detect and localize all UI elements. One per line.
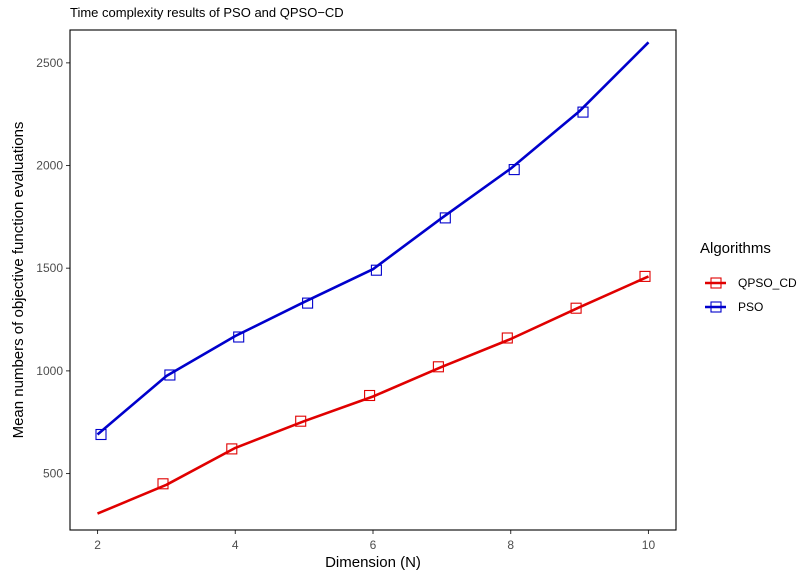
x-tick-label: 10 — [642, 538, 656, 552]
chart-title: Time complexity results of PSO and QPSO−… — [70, 5, 344, 20]
data-point-pso — [164, 369, 176, 381]
y-tick-label: 1000 — [36, 364, 63, 378]
data-point-pso — [439, 212, 451, 224]
plot-panel-border — [69, 29, 677, 531]
data-point-qpso-cd — [432, 361, 444, 373]
x-tick-label: 4 — [232, 538, 239, 552]
data-point-pso — [302, 297, 314, 309]
x-tick-label: 6 — [370, 538, 377, 552]
legend-marker-pso — [710, 301, 722, 313]
data-point-qpso-cd — [639, 270, 651, 282]
data-point-pso — [577, 106, 589, 118]
data-point-qpso-cd — [226, 443, 238, 455]
series-line-qpso-cd — [96, 275, 650, 515]
data-point-pso — [370, 264, 382, 276]
data-point-qpso-cd — [570, 302, 582, 314]
series-line-pso — [96, 41, 650, 436]
data-point-qpso-cd — [501, 332, 513, 344]
y-tick-label: 500 — [43, 467, 63, 481]
data-point-pso — [95, 428, 107, 441]
data-point-qpso-cd — [157, 478, 169, 490]
y-axis-title: Mean numbers of objective function evalu… — [10, 122, 27, 439]
plot-area: 2 4 6 8 10 500 1000 1500 2000 2500 — [36, 56, 655, 552]
legend-label-pso: PSO — [738, 300, 763, 314]
data-point-pso — [508, 164, 520, 176]
legend: Algorithms QPSO_CD PSO — [700, 240, 797, 314]
x-axis-title: Dimension (N) — [325, 554, 421, 571]
y-tick-label: 2500 — [36, 56, 63, 70]
y-tick-label: 2000 — [36, 159, 63, 173]
x-tick-label: 8 — [507, 538, 514, 552]
data-point-qpso-cd — [295, 415, 307, 427]
x-tick-label: 2 — [94, 538, 101, 552]
legend-label-qpso-cd: QPSO_CD — [738, 276, 797, 290]
series-layer — [95, 41, 651, 515]
data-point-pso — [233, 331, 245, 343]
y-tick-label: 1500 — [36, 261, 63, 275]
legend-marker-qpso-cd — [710, 277, 722, 289]
legend-title: Algorithms — [700, 240, 771, 257]
data-point-qpso-cd — [364, 389, 376, 402]
